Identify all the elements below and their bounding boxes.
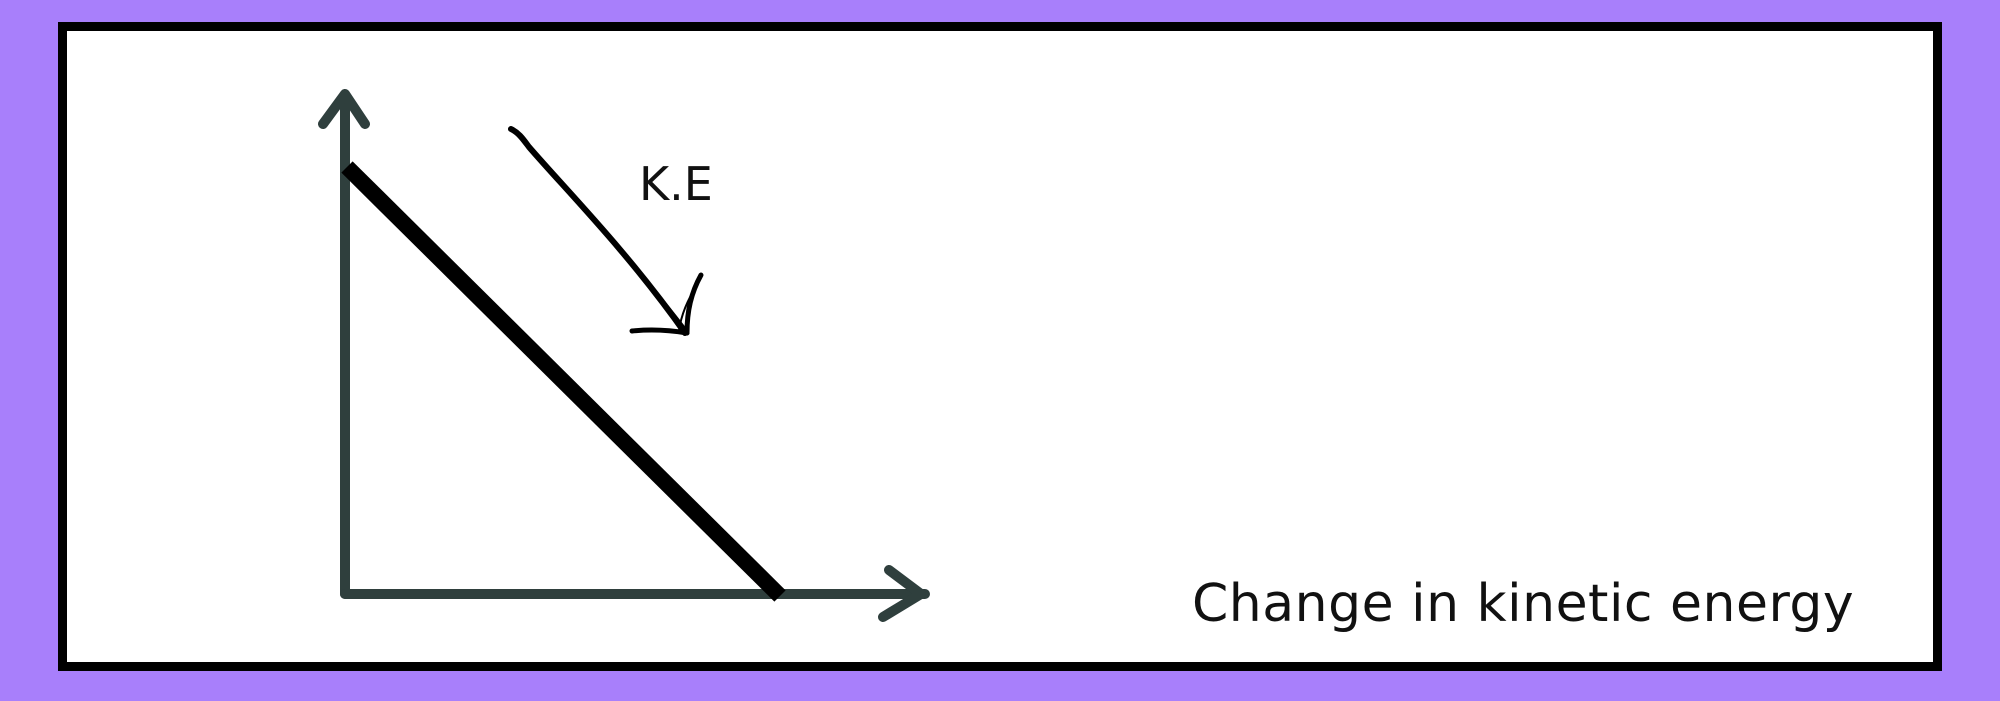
diagram-caption: Change in kinetic energy: [1192, 574, 1855, 634]
arrow-up-icon: [318, 89, 370, 129]
curve-label: K.E: [639, 157, 713, 211]
kinetic-energy-diagram: K.E: [318, 89, 930, 622]
kinetic-energy-line: [341, 161, 786, 602]
hand-drawn-arrow-icon: [508, 126, 704, 336]
diagram-panel: K.E Change in kinetic energy: [58, 22, 1942, 671]
arrow-right-icon: [878, 565, 926, 622]
